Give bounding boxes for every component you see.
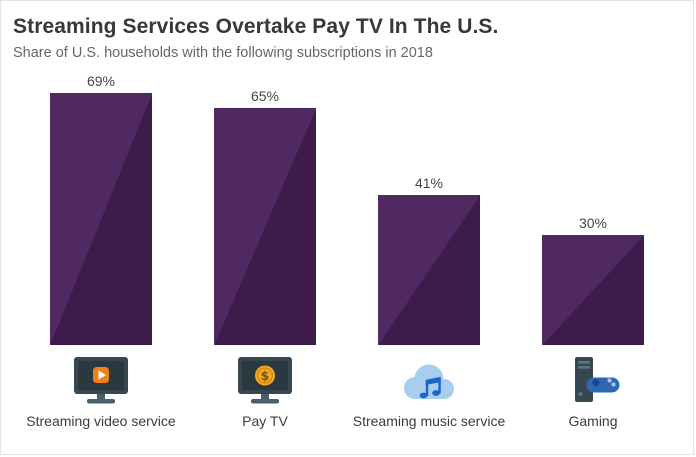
bar-chart: 69% Streaming video service 65% [13, 71, 681, 429]
category-label-streaming-video: Streaming video service [26, 413, 176, 429]
streaming-music-icon [398, 354, 460, 408]
bar-area: 69% [50, 71, 152, 345]
value-label: 65% [250, 88, 280, 104]
category-label-gaming: Gaming [568, 413, 618, 429]
bar-streaming-music [378, 195, 480, 345]
svg-text:$: $ [261, 368, 270, 383]
streaming-video-icon [72, 354, 130, 408]
value-label: 30% [578, 215, 608, 231]
gaming-icon [564, 354, 622, 408]
value-label: 41% [414, 175, 444, 191]
bar-streaming-video [50, 93, 152, 345]
bar-column-streaming-music: 41% [347, 71, 511, 429]
value-label: 69% [86, 73, 116, 89]
pay-tv-icon: $ [236, 354, 294, 408]
bar-area: 30% [542, 71, 644, 345]
category-label-pay-tv: Pay TV [242, 413, 288, 429]
chart-title: Streaming Services Overtake Pay TV In Th… [13, 15, 499, 38]
bar-pay-tv [214, 108, 316, 345]
bar-area: 41% [378, 71, 480, 345]
bar-gaming [542, 235, 644, 345]
category-label-streaming-music: Streaming music service [352, 413, 506, 429]
bar-area: 65% [214, 71, 316, 345]
bar-column-pay-tv: 65% $ Pay TV [183, 71, 347, 429]
chart-subtitle: Share of U.S. households with the follow… [13, 45, 433, 61]
bar-column-gaming: 30% [511, 71, 675, 429]
bar-column-streaming-video: 69% Streaming video service [19, 71, 183, 429]
